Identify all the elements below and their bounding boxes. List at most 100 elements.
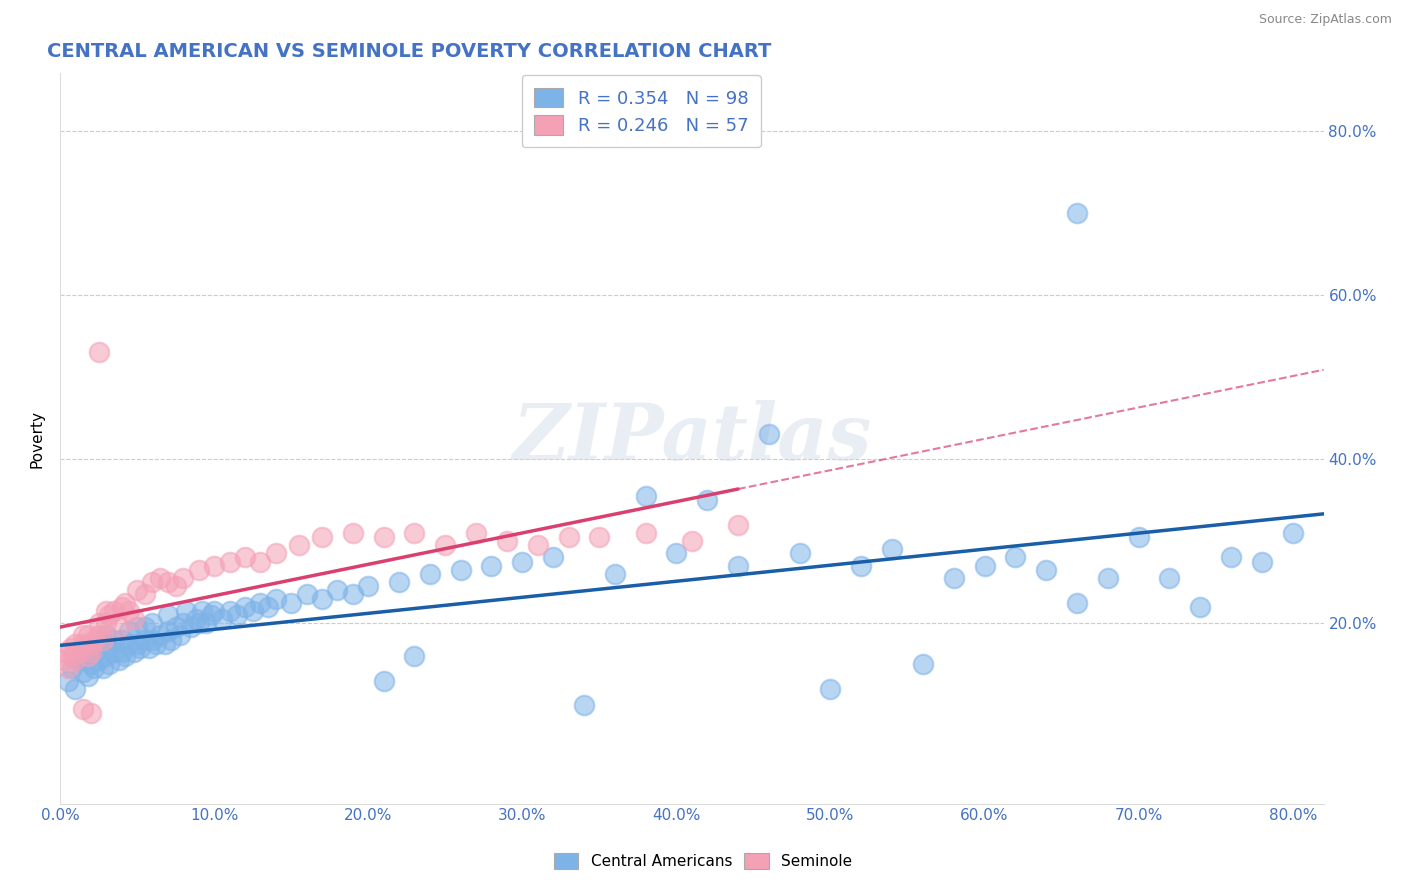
Point xyxy=(156,607,179,622)
Point xyxy=(141,632,163,647)
Point xyxy=(80,706,103,721)
Point xyxy=(191,604,214,618)
Point xyxy=(65,681,87,696)
Point xyxy=(103,645,125,659)
Point xyxy=(107,620,129,634)
Point xyxy=(87,640,110,655)
Point xyxy=(541,550,564,565)
Point xyxy=(125,620,148,634)
Point xyxy=(149,628,172,642)
Point xyxy=(107,653,129,667)
Point xyxy=(141,616,163,631)
Point xyxy=(218,555,240,569)
Point xyxy=(557,530,579,544)
Point xyxy=(942,571,965,585)
Point xyxy=(138,640,160,655)
Point xyxy=(249,596,271,610)
Point xyxy=(911,657,934,672)
Point xyxy=(727,558,749,573)
Point xyxy=(52,653,75,667)
Point xyxy=(56,673,79,688)
Point xyxy=(249,555,271,569)
Point xyxy=(114,648,136,663)
Point xyxy=(134,620,156,634)
Point xyxy=(180,620,202,634)
Point xyxy=(1004,550,1026,565)
Point xyxy=(789,546,811,560)
Point xyxy=(187,616,209,631)
Point xyxy=(172,571,194,585)
Point xyxy=(165,620,187,634)
Point xyxy=(450,563,472,577)
Point xyxy=(122,645,145,659)
Point xyxy=(288,538,311,552)
Point xyxy=(342,525,364,540)
Point xyxy=(280,596,302,610)
Point xyxy=(103,632,125,647)
Point xyxy=(634,489,657,503)
Point xyxy=(1066,206,1088,220)
Point xyxy=(202,558,225,573)
Point xyxy=(510,555,533,569)
Point xyxy=(96,604,118,618)
Point xyxy=(572,698,595,713)
Point xyxy=(758,427,780,442)
Text: ZIPatlas: ZIPatlas xyxy=(512,401,872,476)
Point xyxy=(72,702,94,716)
Point xyxy=(76,648,98,663)
Point xyxy=(373,530,395,544)
Point xyxy=(114,596,136,610)
Point xyxy=(342,587,364,601)
Point xyxy=(172,616,194,631)
Point xyxy=(882,542,904,557)
Point xyxy=(226,607,249,622)
Point xyxy=(588,530,610,544)
Point xyxy=(264,591,287,606)
Legend: Central Americans, Seminole: Central Americans, Seminole xyxy=(548,847,858,875)
Point xyxy=(195,616,218,631)
Point xyxy=(727,517,749,532)
Point xyxy=(72,648,94,663)
Point xyxy=(118,604,141,618)
Point xyxy=(103,604,125,618)
Point xyxy=(264,546,287,560)
Point xyxy=(1035,563,1057,577)
Point xyxy=(681,534,703,549)
Point xyxy=(233,599,256,614)
Point xyxy=(111,645,134,659)
Point xyxy=(388,575,411,590)
Point xyxy=(1189,599,1212,614)
Point xyxy=(233,550,256,565)
Point xyxy=(80,637,103,651)
Point xyxy=(218,604,240,618)
Point xyxy=(65,637,87,651)
Point xyxy=(87,616,110,631)
Point xyxy=(67,653,90,667)
Point xyxy=(496,534,519,549)
Point xyxy=(111,632,134,647)
Point xyxy=(149,571,172,585)
Point xyxy=(87,653,110,667)
Point xyxy=(134,587,156,601)
Point xyxy=(419,566,441,581)
Point xyxy=(153,637,176,651)
Point xyxy=(83,661,105,675)
Point xyxy=(404,525,426,540)
Point xyxy=(76,669,98,683)
Point xyxy=(187,563,209,577)
Point xyxy=(98,607,121,622)
Point xyxy=(634,525,657,540)
Point xyxy=(80,645,103,659)
Point xyxy=(257,599,280,614)
Point xyxy=(80,657,103,672)
Point xyxy=(1128,530,1150,544)
Point xyxy=(311,591,333,606)
Point xyxy=(125,637,148,651)
Point xyxy=(83,632,105,647)
Point xyxy=(91,632,114,647)
Point xyxy=(373,673,395,688)
Point xyxy=(176,604,198,618)
Point xyxy=(60,648,83,663)
Point xyxy=(65,653,87,667)
Point xyxy=(60,661,83,675)
